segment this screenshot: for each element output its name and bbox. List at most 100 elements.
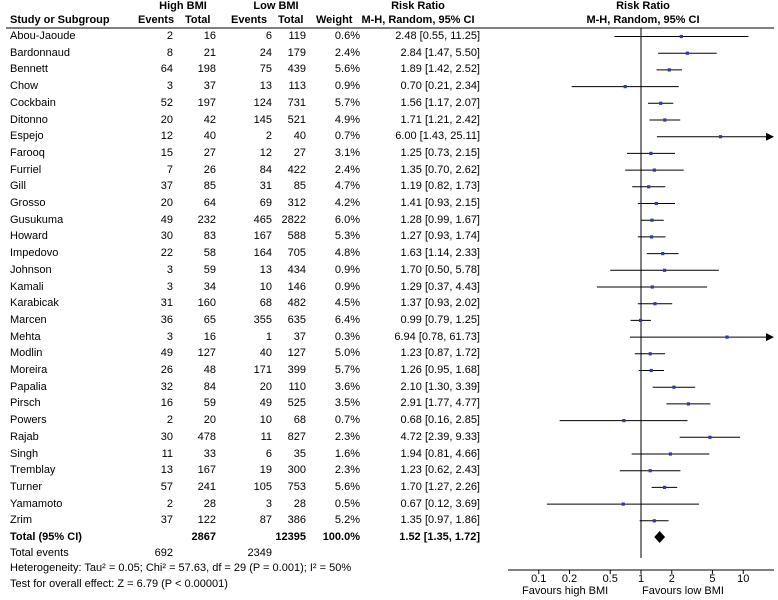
study-e1: 32	[160, 380, 173, 393]
point-estimate	[654, 201, 658, 206]
study-e2: 49	[259, 397, 272, 410]
study-e1: 31	[160, 297, 173, 310]
study-name: Cockbain	[10, 96, 56, 109]
study-weight: 5.7%	[334, 96, 360, 109]
study-name: Gusukuma	[10, 213, 64, 226]
study-ci-text: 0.70 [0.21, 2.34]	[400, 80, 480, 93]
study-t1: 197	[197, 96, 216, 109]
study-ci-text: 2.10 [1.30, 3.39]	[400, 380, 480, 393]
study-t2: 312	[287, 197, 306, 209]
study-t2: 588	[287, 230, 306, 243]
study-e2: 171	[253, 364, 272, 376]
study-t2: 439	[287, 63, 306, 76]
study-e2: 145	[253, 113, 272, 126]
study-weight: 4.8%	[334, 247, 360, 260]
study-ci-text: 1.70 [1.27, 2.26]	[400, 480, 480, 493]
study-t2: 753	[287, 480, 306, 493]
events1-header: Events	[138, 14, 175, 26]
study-t1: 58	[203, 247, 216, 260]
study-t1: 167	[197, 464, 216, 477]
study-e1: 2	[166, 497, 173, 510]
study-t2: 525	[287, 397, 306, 410]
study-e2: 75	[259, 63, 272, 76]
study-e1: 20	[160, 197, 173, 209]
study-e2: 6	[265, 30, 272, 42]
ci-arrow	[766, 132, 774, 141]
study-e1: 3	[166, 263, 173, 276]
study-weight: 2.3%	[334, 464, 360, 477]
study-e1: 37	[160, 180, 173, 193]
study-e2: 20	[259, 380, 272, 393]
point-estimate	[647, 185, 651, 189]
study-e1: 36	[160, 313, 173, 326]
point-estimate	[685, 51, 689, 55]
study-t1: 16	[203, 330, 216, 343]
study-t2: 521	[287, 113, 306, 126]
pooled-diamond	[654, 531, 666, 543]
study-e1: 13	[160, 464, 173, 477]
study-e2: 10	[259, 414, 272, 427]
study-ci-text: 0.99 [0.79, 1.25]	[400, 313, 480, 326]
tick-label: 0.5	[602, 573, 618, 585]
study-name: Zrim	[10, 514, 32, 527]
point-estimate	[662, 485, 667, 489]
total1-header: Total	[185, 14, 211, 26]
study-t2: 2822	[281, 213, 306, 226]
point-estimate	[708, 435, 712, 439]
study-weight: 5.0%	[334, 347, 360, 360]
study-e2: 355	[253, 313, 272, 326]
study-weight: 3.6%	[334, 380, 360, 393]
study-name: Tremblay	[10, 464, 56, 477]
point-estimate	[649, 151, 653, 155]
study-t2: 635	[287, 313, 306, 326]
study-weight: 0.9%	[334, 280, 360, 293]
study-name: Farooq	[10, 146, 45, 159]
study-t1: 33	[203, 447, 216, 460]
study-ci-text: 1.23 [0.87, 1.72]	[400, 347, 480, 360]
study-weight: 0.9%	[334, 263, 360, 276]
study-ci-text: 1.27 [0.93, 1.74]	[400, 230, 480, 243]
study-e1: 15	[160, 146, 173, 159]
study-t2: 422	[287, 163, 306, 176]
total-events-e1: 692	[154, 547, 173, 559]
study-t1: 27	[203, 146, 216, 159]
study-weight: 5.6%	[334, 480, 360, 493]
study-e1: 16	[160, 397, 173, 410]
group1-header: High BMI	[159, 0, 207, 12]
study-weight: 0.3%	[334, 330, 360, 343]
point-estimate	[650, 218, 654, 222]
point-estimate	[621, 502, 625, 506]
study-e2: 124	[253, 96, 272, 109]
study-e2: 24	[259, 46, 272, 59]
study-ci-text: 1.37 [0.93, 2.02]	[400, 297, 480, 310]
study-weight: 0.7%	[334, 414, 360, 427]
study-weight: 5.2%	[334, 514, 360, 527]
study-ci-text: 1.19 [0.82, 1.73]	[400, 180, 480, 193]
study-t1: 122	[197, 514, 216, 527]
favours-right-label: Favours low BMI	[642, 585, 724, 597]
study-t1: 20	[203, 414, 216, 427]
study-t2: 386	[287, 514, 306, 527]
study-e1: 20	[160, 113, 173, 126]
plot-title: Risk Ratio	[616, 0, 670, 12]
study-t1: 232	[197, 213, 216, 226]
study-header: Study or Subgroup	[10, 14, 110, 26]
point-estimate	[686, 402, 691, 406]
study-ci-text: 2.84 [1.47, 5.50]	[400, 46, 480, 59]
study-t1: 59	[203, 397, 216, 410]
study-name: Modlin	[10, 347, 43, 360]
point-estimate	[650, 235, 654, 239]
study-e2: 69	[259, 197, 272, 209]
study-weight: 5.3%	[334, 230, 360, 243]
tick-label: 5	[709, 573, 716, 585]
overall-effect-text: Test for overall effect: Z = 6.79 (P < 0…	[10, 578, 228, 590]
weight-header: Weight	[316, 14, 353, 26]
study-name: Grosso	[10, 197, 46, 209]
study-weight: 4.7%	[334, 180, 360, 193]
study-e1: 57	[160, 480, 173, 493]
study-e2: 105	[253, 480, 272, 493]
study-t1: 83	[203, 230, 216, 243]
study-name: Abou-Jaoude	[10, 30, 76, 42]
study-e1: 49	[160, 347, 173, 360]
study-e2: 2	[265, 130, 272, 143]
